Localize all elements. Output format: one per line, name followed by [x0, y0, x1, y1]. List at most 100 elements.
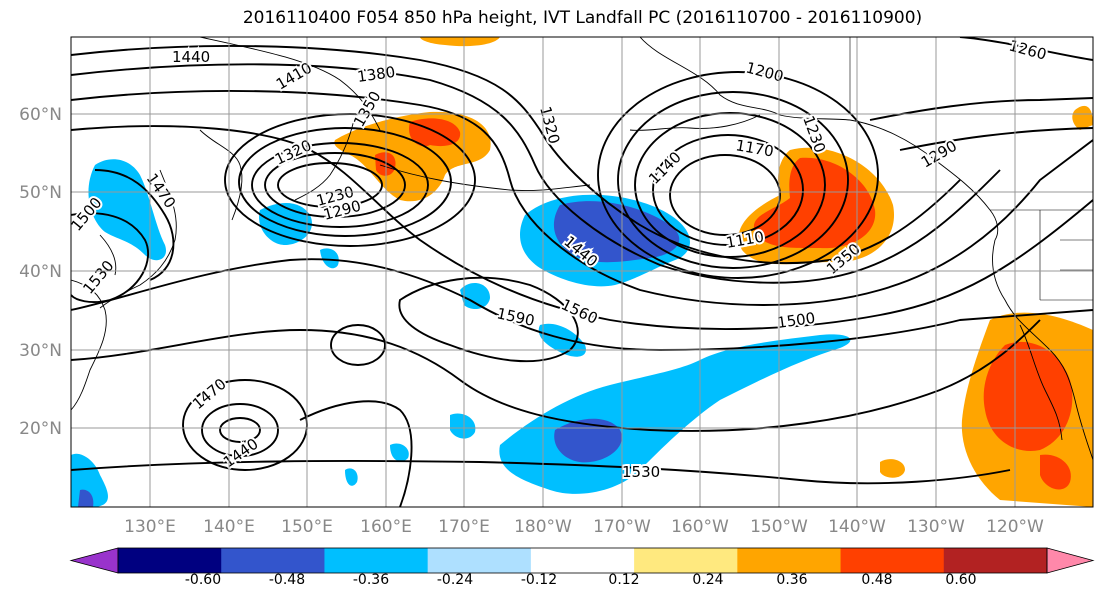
contour-small-low-3: [201, 403, 279, 457]
colorbar-frame: [117, 547, 1048, 574]
shade-negative-patch-5: [345, 468, 358, 486]
colorbar-tick-label: -0.60: [185, 572, 221, 588]
shade-positive-patch-ne: [1072, 105, 1093, 130]
colorbar-segment: [324, 548, 429, 573]
shade-negative-japan: [88, 159, 166, 261]
shade-strong-positive-bering-2: [375, 152, 396, 176]
colorbar-segment: [118, 548, 222, 573]
contour-ne-2: [869, 97, 1093, 121]
colorbar-segment: [943, 548, 1048, 573]
graticule: [71, 37, 1093, 507]
shade-negative-kuril-2: [320, 248, 339, 269]
colorbar-tick-label: 0.24: [692, 572, 723, 588]
colorbar-segment: [840, 548, 945, 573]
contour-1530-south: [71, 460, 1011, 485]
shade-negative-patch-2: [538, 323, 586, 357]
contour-bering-ring-4: [238, 127, 452, 237]
lon-label: 170°W: [593, 517, 651, 537]
lat-label: 40°N: [19, 262, 62, 282]
lat-label: 50°N: [19, 183, 62, 203]
lat-label: 30°N: [19, 341, 62, 361]
contour-goa-ring-4: [617, 91, 849, 269]
contour-label: 1440: [172, 48, 210, 66]
colorbar-segment: [530, 548, 635, 573]
map-plot-area: 1440 1410 1380 1350 1320 1290 1230 1200 …: [71, 37, 1093, 507]
colorbar-segment: [737, 548, 842, 573]
contour-small-low-1: [330, 324, 386, 366]
ivt-shading: [71, 37, 1093, 507]
coastlines: [71, 37, 1093, 461]
shade-negative-patch-3: [450, 413, 476, 439]
coast-alaska: [639, 37, 851, 121]
shade-negative-patch-4: [390, 443, 409, 462]
plot-frame: [70, 36, 1094, 508]
contour-zonal-1: [71, 44, 961, 265]
colorbar-ticks: -0.60 -0.48 -0.36 -0.24 -0.12 0.12 0.24 …: [185, 572, 977, 588]
coast-alaska-peninsula: [629, 114, 761, 131]
shade-positive-patch-top: [420, 37, 500, 47]
lon-label: 140°W: [828, 517, 886, 537]
contour-bering-ring-3: [251, 142, 429, 228]
colorbar-extend-high: [1046, 547, 1095, 574]
lon-label: 170°E: [438, 517, 490, 537]
contour-bering-ring-2: [264, 152, 406, 218]
colorbar-tick-label: 0.60: [945, 572, 976, 588]
lon-label: 160°W: [671, 517, 729, 537]
contour-goa-ring-2: [652, 134, 804, 246]
colorbar-tick-label: -0.48: [269, 572, 305, 588]
contour-goa-ring-1: [669, 154, 781, 236]
colorbar-segment: [221, 548, 325, 573]
coast-bc: [849, 119, 999, 241]
border-us-states: [1039, 210, 1093, 300]
shade-strong-positive-west-coast-2: [1040, 454, 1071, 490]
longitude-labels: 130°E 140°E 150°E 160°E 170°E 180°W 170°…: [124, 517, 1044, 537]
lat-label: 20°N: [19, 419, 62, 439]
contour-zonal-3: [71, 89, 1093, 306]
lon-label: 180°W: [514, 517, 572, 537]
aleutians: [379, 164, 591, 191]
lon-label: 140°E: [203, 517, 255, 537]
contour-japan-1: [94, 169, 175, 281]
lon-label: 150°W: [750, 517, 808, 537]
lon-label: 160°E: [360, 517, 412, 537]
coast-kamchatka: [294, 114, 356, 201]
lon-label: 130°W: [907, 517, 965, 537]
contour-goa-ring-3: [634, 112, 826, 258]
contour-zonal-6: [71, 319, 1041, 432]
contour-goa-ring-5: [597, 71, 879, 279]
lon-label: 150°E: [281, 517, 333, 537]
colorbar-tick-label: 0.48: [861, 572, 892, 588]
colorbar-extend-low: [69, 547, 119, 574]
colorbar-tick-label: -0.36: [353, 572, 389, 588]
contour-ne-1: [959, 37, 1093, 61]
colorbar-tick-label: -0.24: [437, 572, 473, 588]
shade-positive-patch-hawaii: [880, 459, 905, 478]
coast-korea: [99, 234, 117, 276]
shade-strong-negative-sw-corner: [78, 489, 94, 507]
contour-southern-arc: [299, 400, 413, 507]
coast-china: [71, 279, 107, 411]
contour-ne-3: [899, 127, 1093, 151]
colorbar-tick-label: 0.36: [776, 572, 807, 588]
coast-baja: [1019, 324, 1063, 441]
colorbar-tick-label: -0.12: [521, 572, 557, 588]
lon-label: 130°E: [124, 517, 176, 537]
colorbar-segment: [427, 548, 532, 573]
political-borders: [849, 37, 1093, 301]
shade-strong-positive-west-coast: [983, 341, 1073, 451]
contour-small-low-2: [219, 417, 261, 443]
lat-label: 60°N: [19, 105, 62, 125]
coast-okhotsk: [199, 129, 243, 221]
colorbar-segment: [634, 548, 738, 573]
latitude-labels: 60°N 50°N 40°N 30°N 20°N: [19, 105, 62, 439]
lon-label: 120°W: [986, 517, 1044, 537]
colorbar: [69, 547, 1095, 574]
shade-strong-negative-central: [553, 201, 680, 263]
contour-zonal-5: [71, 258, 1093, 351]
contour-zonal-2: [71, 63, 1001, 284]
contour-japan-2: [71, 212, 150, 303]
contour-label: 1530: [622, 463, 660, 481]
contour-zonal-4: [71, 125, 1093, 331]
shade-negative-patch-1: [460, 283, 490, 310]
